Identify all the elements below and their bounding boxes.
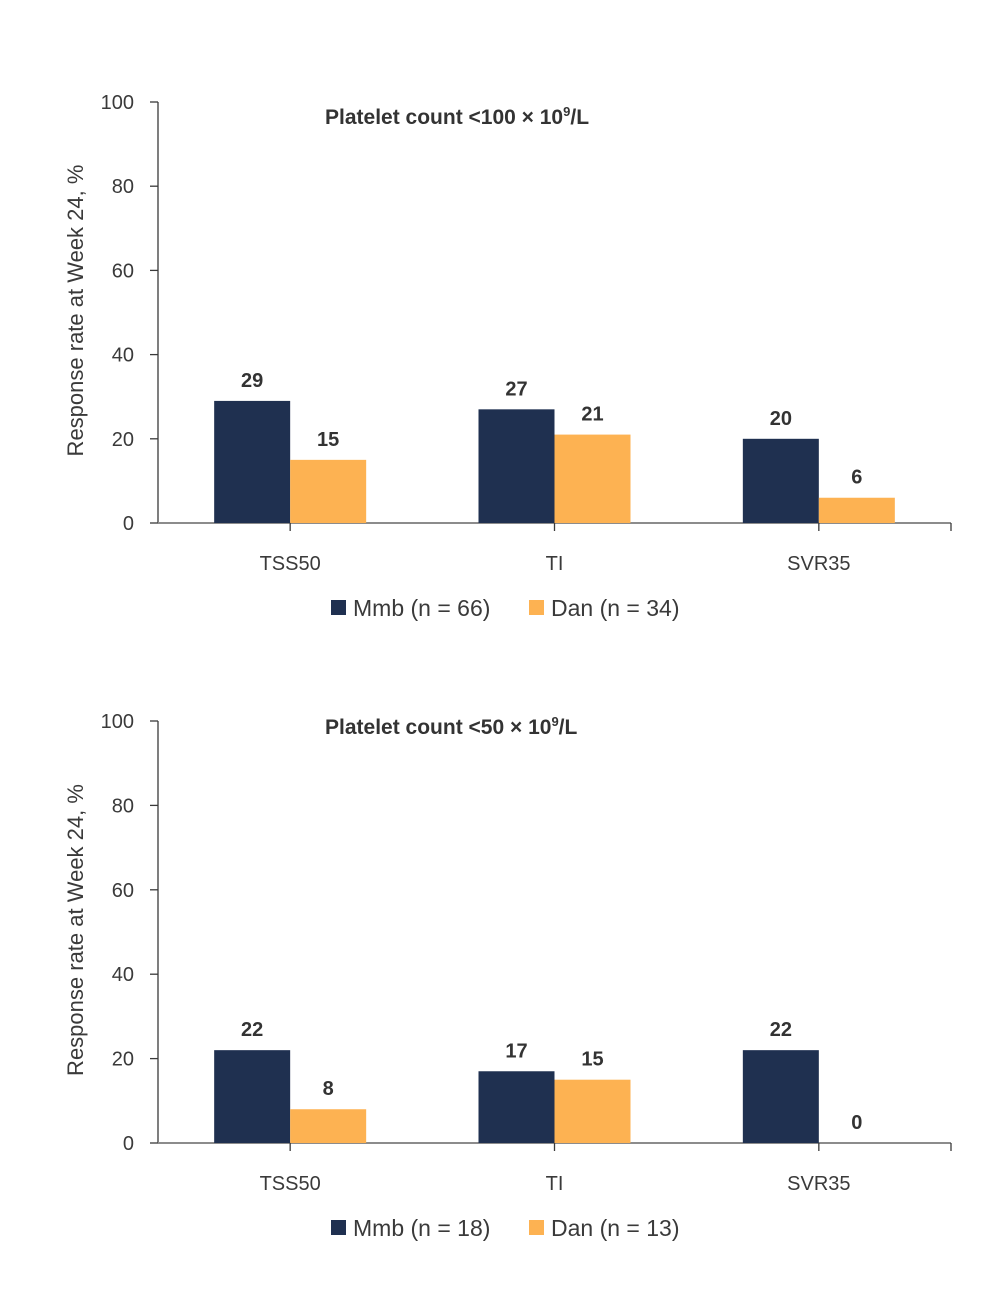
data-label-dan: 15 — [317, 429, 339, 451]
bar-dan — [818, 497, 895, 523]
data-label-dan: 15 — [581, 1049, 603, 1071]
y-tick-label: 100 — [101, 92, 134, 114]
data-label-dan: 6 — [851, 467, 862, 489]
x-tick-label: TSS50 — [260, 1173, 321, 1195]
bar-dan — [554, 1079, 631, 1143]
legend-label-mmb: Mmb (n = 66) — [353, 595, 490, 621]
bar-mmb — [214, 1050, 291, 1143]
title-tail: /L — [570, 106, 589, 129]
y-tick-label: 0 — [123, 1133, 134, 1155]
data-label-dan: 8 — [323, 1078, 334, 1100]
title-superscript: 9 — [551, 714, 558, 729]
data-label-dan: 0 — [851, 1112, 862, 1134]
data-label-mmb: 29 — [241, 370, 263, 392]
title-main: Platelet count <100 × 10 — [325, 106, 563, 129]
y-tick-label: 80 — [112, 795, 134, 817]
y-axis-label: Response rate at Week 24, % — [63, 165, 88, 457]
x-tick-label: SVR35 — [787, 553, 850, 575]
x-tick-label: SVR35 — [787, 1173, 850, 1195]
y-tick-label: 40 — [112, 964, 134, 986]
chart-title: Platelet count <100 × 109/L — [325, 104, 589, 129]
legend-label-dan: Dan (n = 13) — [551, 1215, 680, 1241]
data-label-mmb: 22 — [770, 1019, 792, 1041]
bar-mmb — [742, 438, 819, 523]
bar-mmb — [742, 1050, 819, 1143]
bar-dan — [554, 434, 631, 523]
data-label-dan: 21 — [581, 404, 603, 426]
title-superscript: 9 — [563, 104, 570, 119]
x-tick-label: TI — [546, 553, 564, 575]
legend-swatch-dan — [529, 600, 544, 615]
y-tick-label: 60 — [112, 260, 134, 282]
y-tick-label: 100 — [101, 711, 134, 733]
bar-mmb — [478, 409, 555, 523]
legend-label-mmb: Mmb (n = 18) — [353, 1215, 490, 1241]
bar-dan — [290, 459, 367, 523]
legend-swatch-dan — [529, 1220, 544, 1235]
legend: Mmb (n = 18) Dan (n = 13) — [331, 1215, 680, 1241]
data-label-mmb: 27 — [505, 378, 527, 400]
x-tick-label: TSS50 — [260, 553, 321, 575]
legend-swatch-mmb — [331, 600, 346, 615]
legend-label-dan: Dan (n = 34) — [551, 595, 680, 621]
bar-mmb — [214, 400, 291, 523]
y-tick-label: 20 — [112, 1049, 134, 1071]
y-tick-label: 80 — [112, 176, 134, 198]
data-label-mmb: 17 — [505, 1040, 527, 1062]
y-axis-label: Response rate at Week 24, % — [63, 784, 88, 1076]
y-tick-label: 20 — [112, 429, 134, 451]
legend: Mmb (n = 66) Dan (n = 34) — [331, 595, 680, 621]
y-tick-label: 60 — [112, 880, 134, 902]
title-main: Platelet count <50 × 10 — [325, 716, 551, 739]
chart-title: Platelet count <50 × 109/L — [325, 714, 578, 739]
data-label-mmb: 20 — [770, 408, 792, 430]
data-label-mmb: 22 — [241, 1019, 263, 1041]
legend-swatch-mmb — [331, 1220, 346, 1235]
y-tick-label: 40 — [112, 345, 134, 367]
bar-dan — [290, 1109, 367, 1143]
y-tick-label: 0 — [123, 513, 134, 535]
title-tail: /L — [559, 716, 578, 739]
bar-mmb — [478, 1071, 555, 1143]
x-tick-label: TI — [546, 1173, 564, 1195]
chart-1: 0 20 40 60 80 100 Response rate at Week 24, % T… — [63, 92, 952, 621]
